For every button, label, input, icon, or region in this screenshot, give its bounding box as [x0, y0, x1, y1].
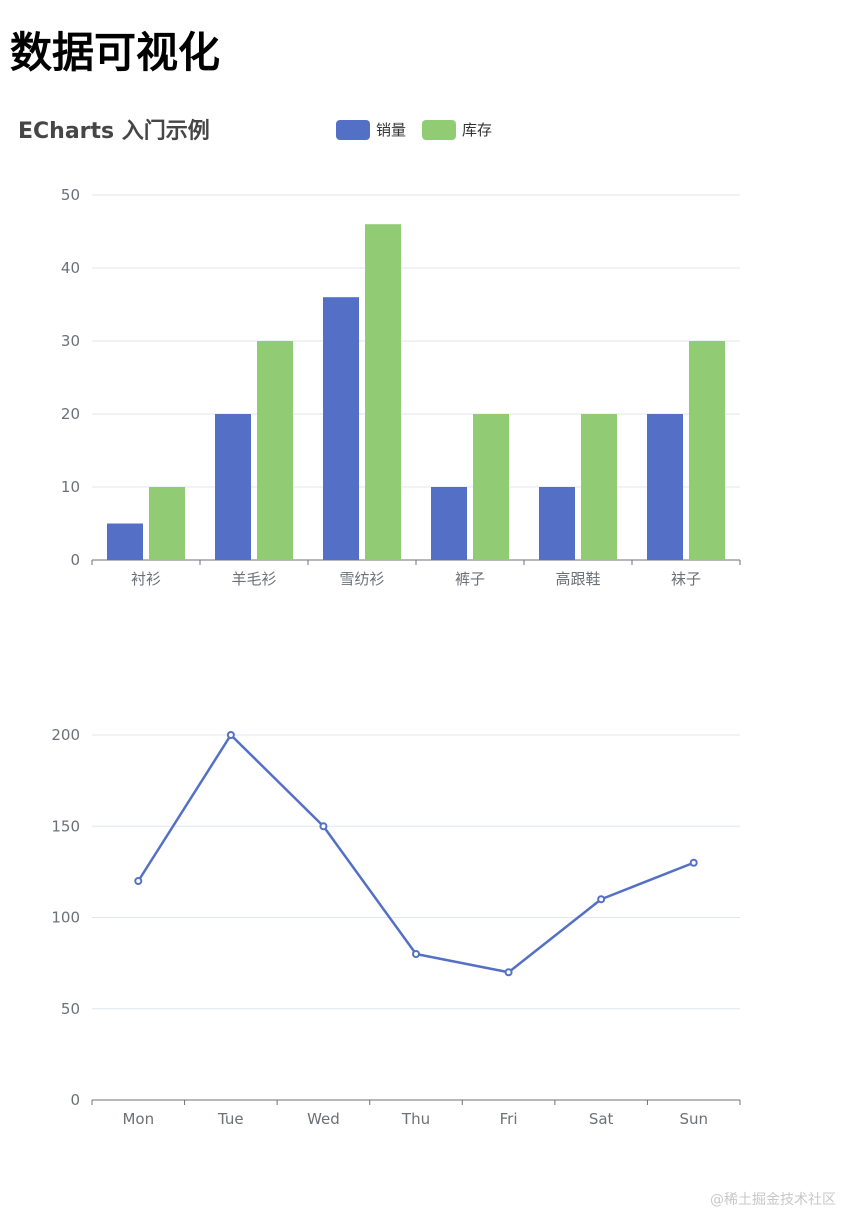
y-tick-label-200: 200	[51, 726, 80, 744]
chart-title: ECharts 入门示例	[18, 118, 210, 144]
legend-label-0: 销量	[376, 121, 406, 139]
bar-1-2	[365, 224, 401, 560]
y-tick-label-0: 0	[70, 551, 80, 569]
y-tick-label-20: 20	[61, 405, 80, 423]
legend-label-1: 库存	[462, 121, 492, 139]
x-tick-label-2: Wed	[307, 1110, 340, 1128]
line-point-6	[689, 858, 698, 867]
bar-0-2	[323, 297, 359, 560]
page-title: 数据可视化	[10, 28, 221, 77]
line-point-4	[504, 968, 513, 977]
x-tick-label-4: Fri	[500, 1110, 518, 1128]
series-line-0	[137, 733, 695, 974]
x-tick-label-1: Tue	[217, 1110, 244, 1128]
x-tick-label-3: Thu	[401, 1110, 430, 1128]
y-tick-label-100: 100	[51, 909, 80, 927]
y-tick-label-30: 30	[61, 332, 80, 350]
legend-swatch-1	[422, 120, 456, 140]
x-tick-label-0: 衬衫	[131, 570, 161, 588]
x-tick-label-1: 羊毛衫	[231, 570, 276, 588]
y-tick-label-50: 50	[61, 186, 80, 204]
y-tick-label-150: 150	[51, 817, 80, 835]
bar-1-4	[581, 414, 617, 560]
line-point-1	[226, 731, 235, 739]
legend-swatch-0	[336, 120, 370, 140]
x-tick-label-5: Sat	[589, 1110, 614, 1128]
x-tick-label-2: 雪纺衫	[339, 570, 384, 588]
line-point-2	[319, 822, 328, 831]
x-tick-label-0: Mon	[122, 1110, 154, 1128]
x-tick-label-6: Sun	[679, 1110, 708, 1128]
x-tick-label-4: 高跟鞋	[555, 570, 600, 588]
line-point-3	[412, 950, 420, 958]
y-tick-label-0: 0	[70, 1091, 80, 1109]
y-tick-label-40: 40	[61, 259, 80, 277]
y-tick-label-10: 10	[61, 478, 80, 496]
bar-0-1	[215, 414, 251, 560]
bar-0-3	[431, 487, 467, 560]
bar-1-1	[257, 341, 293, 560]
y-tick-label-50: 50	[61, 1000, 80, 1018]
bar-0-4	[539, 487, 575, 560]
x-tick-label-3: 裤子	[455, 570, 485, 588]
line-chart: 0 50 100 150 200 Mon Tue Wed Thu Fri Sat Sun	[51, 726, 741, 1128]
bar-0-0	[107, 523, 143, 560]
bar-chart: ECharts 入门示例 销量 库存 0 10 20 30 40 50 衬衫 羊毛衫 雪纺衫 裤子 高跟鞋…	[18, 118, 741, 588]
bar-1-5	[689, 341, 725, 560]
x-tick-label-5: 袜子	[671, 570, 701, 588]
line-point-5	[597, 895, 606, 904]
line-point-0	[134, 877, 143, 885]
watermark: @稀土掘金技术社区	[710, 1192, 836, 1208]
bar-1-3	[473, 414, 509, 560]
bar-0-5	[647, 414, 683, 560]
bar-1-0	[149, 487, 185, 560]
